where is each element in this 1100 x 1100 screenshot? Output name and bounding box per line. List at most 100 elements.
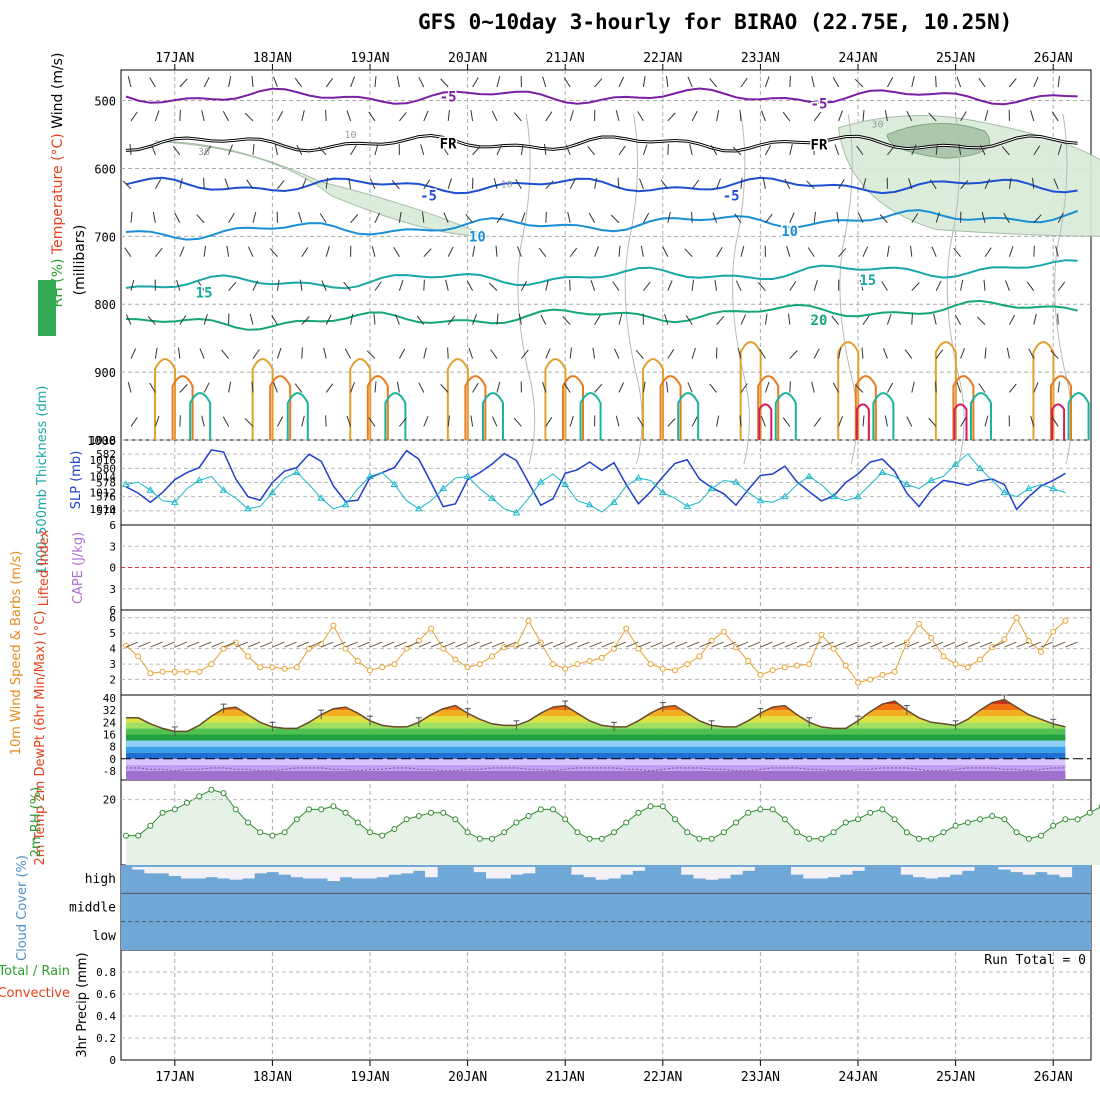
wind-barb xyxy=(226,245,230,257)
wind-speed-marker xyxy=(916,620,922,627)
wind-barb xyxy=(325,314,332,325)
rh2m-marker xyxy=(281,829,288,836)
pressure-axis-label: (millibars) xyxy=(72,225,88,296)
wind-barb xyxy=(854,78,864,88)
wind-barb xyxy=(789,75,791,87)
wind-speed-marker xyxy=(818,631,825,638)
surface-isotherm-loop xyxy=(1050,375,1073,440)
wind-barb xyxy=(472,77,479,88)
wind-speed-marker xyxy=(598,654,605,661)
rh2m-marker xyxy=(562,816,569,823)
wind-barb xyxy=(178,347,181,359)
wind-speed-marker xyxy=(903,639,910,646)
surface-isotherm-loop xyxy=(154,358,177,440)
rh-legend-swatch xyxy=(38,280,56,336)
wind-barb xyxy=(740,383,748,393)
wind-barb xyxy=(618,382,625,393)
temp-color-band xyxy=(126,699,1066,705)
rh2m-ylabel: 2m RH (%) xyxy=(29,787,44,858)
wind-barb xyxy=(423,347,427,359)
precip-tick: 0.4 xyxy=(96,1010,116,1023)
surface-isotherm-loop xyxy=(349,358,372,440)
wind-barb xyxy=(447,415,450,427)
wind-barb xyxy=(520,280,528,291)
wind-barb xyxy=(441,145,449,156)
wind-barb xyxy=(374,75,377,88)
wind-barb xyxy=(179,177,183,189)
wind-speed-marker xyxy=(867,676,874,683)
surface-isotherm-loop xyxy=(739,341,762,440)
wind-barb xyxy=(1030,110,1035,122)
rh2m-marker xyxy=(440,809,447,816)
rh2m-marker xyxy=(318,806,325,813)
rh2m-marker xyxy=(867,809,874,816)
date-label-bottom: 19JAN xyxy=(350,1070,389,1085)
wind-speed-marker xyxy=(647,661,654,668)
wind-barb xyxy=(348,177,352,189)
wind10m-barb xyxy=(870,641,883,648)
wind10m-barb xyxy=(284,641,297,648)
temp-color-band xyxy=(126,704,1066,711)
wind-barb xyxy=(618,76,625,88)
wind-speed-marker xyxy=(403,645,410,652)
slp-marker xyxy=(951,460,960,467)
rh2m-marker xyxy=(367,829,373,836)
wind-barb xyxy=(470,415,474,427)
wind-barb xyxy=(271,314,278,325)
wind-barb xyxy=(563,77,571,88)
slp-marker xyxy=(658,488,667,496)
wind-speed-marker xyxy=(220,645,227,652)
rh2m-marker xyxy=(245,819,251,826)
wind-barb xyxy=(466,280,474,291)
date-label-top: 25JAN xyxy=(936,51,975,66)
rh2m-area xyxy=(126,789,1100,865)
wind-barb xyxy=(276,416,284,427)
slp-marker xyxy=(463,472,472,479)
wind-barb xyxy=(393,247,400,257)
rh2m-marker xyxy=(940,829,947,836)
rh2m-marker xyxy=(513,819,520,826)
thickness-tick: 582 xyxy=(96,448,116,461)
wind10m-barb xyxy=(845,641,858,648)
rh2m-marker xyxy=(818,835,825,842)
rh2m-marker xyxy=(1013,829,1020,836)
wind-barb xyxy=(222,111,230,122)
rh2m-marker xyxy=(806,835,813,842)
rh2m-marker xyxy=(135,832,142,839)
wind-speed-marker xyxy=(891,668,898,675)
wind-speed-line xyxy=(125,616,1066,684)
wind-barb xyxy=(251,381,254,393)
rh2m-marker xyxy=(977,816,983,823)
wind-barb xyxy=(130,348,137,359)
wind-barb xyxy=(813,211,816,223)
rh2m-marker xyxy=(330,803,337,810)
wind10m-barb xyxy=(357,641,370,648)
wind-barb xyxy=(130,211,133,223)
wind-barb xyxy=(1057,313,1059,325)
wind10m-barb xyxy=(577,641,590,648)
wind-barb xyxy=(954,314,962,325)
wind-barb xyxy=(203,145,212,156)
temp-color-band xyxy=(126,764,1066,771)
wind-barb xyxy=(978,77,986,88)
rh2m-marker xyxy=(635,809,642,816)
slp-marker xyxy=(854,492,862,500)
cloud-high-gap xyxy=(803,867,816,879)
wind10m-barb xyxy=(1053,641,1066,648)
cloud-layer-label: middle xyxy=(69,901,116,916)
wind-barb xyxy=(228,281,237,291)
wind-barb xyxy=(666,76,669,88)
cloud-high-gap xyxy=(839,867,853,875)
rh2m-marker xyxy=(379,832,386,839)
thickness-tick: 576 xyxy=(96,491,116,504)
temp-tick: 0 xyxy=(109,753,116,766)
wind-barb xyxy=(569,110,574,122)
slp-top-tick: 1018 xyxy=(90,434,117,447)
wind10m-barb xyxy=(174,641,187,648)
cloud-high-gap xyxy=(205,867,219,878)
temp-color-band xyxy=(126,752,1066,759)
date-label-top: 24JAN xyxy=(838,51,877,66)
rh2m-marker xyxy=(879,806,886,813)
wind10m-barb xyxy=(955,641,968,648)
slp-marker xyxy=(561,480,570,488)
